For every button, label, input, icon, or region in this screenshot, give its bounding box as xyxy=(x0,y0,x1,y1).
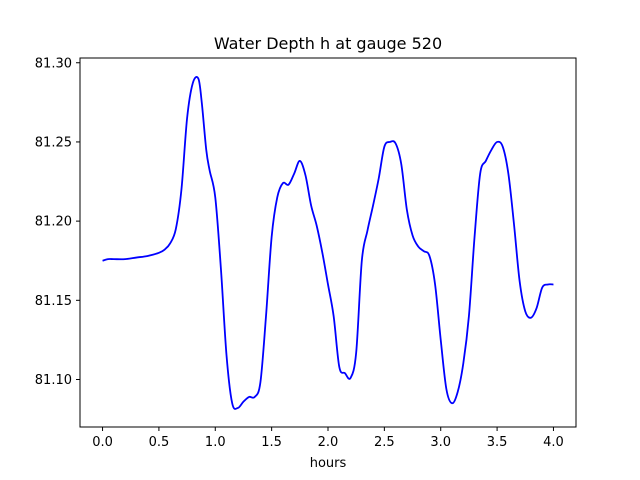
x-tick-label: 4.0 xyxy=(543,435,564,450)
y-tick-label: 81.10 xyxy=(35,373,72,388)
series-line xyxy=(102,76,554,410)
y-tick-label: 81.25 xyxy=(35,135,72,150)
chart-title: Water Depth h at gauge 520 xyxy=(214,34,442,53)
y-tick-label: 81.20 xyxy=(35,215,72,230)
y-tick-label: 81.15 xyxy=(35,294,72,309)
y-tick-label: 81.30 xyxy=(35,56,72,71)
x-tick-label: 2.0 xyxy=(318,435,339,450)
x-tick-label: 2.5 xyxy=(374,435,395,450)
x-tick-label: 3.5 xyxy=(487,435,508,450)
x-axis-label: hours xyxy=(310,456,347,471)
x-tick-label: 1.0 xyxy=(205,435,226,450)
x-tick-label: 0.0 xyxy=(92,435,113,450)
x-axis: 0.0 0.5 1.0 1.5 2.0 2.5 3.0 3.5 4.0 xyxy=(92,427,564,450)
y-axis: 81.10 81.15 81.20 81.25 81.30 xyxy=(35,56,80,388)
x-tick-label: 3.0 xyxy=(430,435,451,450)
x-tick-label: 1.5 xyxy=(261,435,282,450)
x-tick-label: 0.5 xyxy=(149,435,170,450)
